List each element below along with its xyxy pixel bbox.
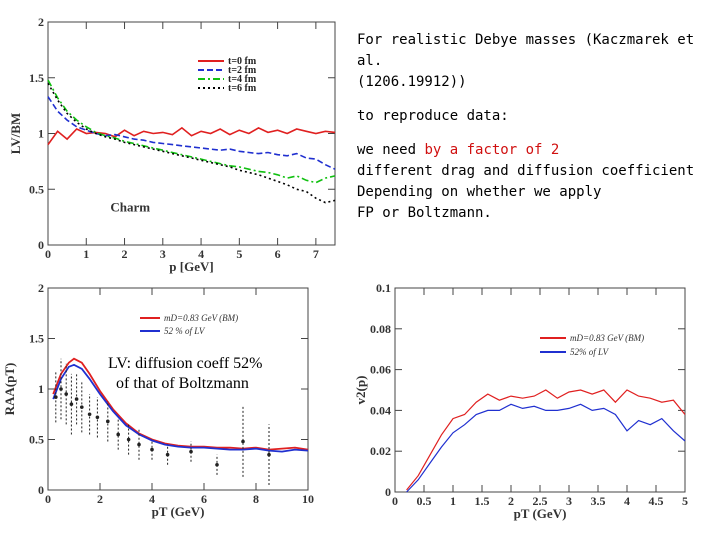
x-tick-label: 3 (566, 494, 572, 508)
y-tick-label: 0.5 (29, 433, 44, 447)
x-tick-label: 0 (45, 247, 51, 261)
data-point (215, 462, 219, 467)
x-tick-label: 4 (149, 492, 155, 506)
data-point (126, 437, 131, 442)
series-line-1 (406, 389, 686, 491)
y-tick-label: 0.02 (370, 444, 391, 458)
data-point (241, 439, 245, 444)
x-tick-label: 4.5 (649, 494, 664, 508)
y-axis-label: RAA(pT) (2, 363, 17, 416)
text-line-1: For realistic Debye masses (Kaczmarek et… (357, 32, 695, 69)
y-tick-label: 1 (38, 127, 44, 141)
slide-text: For realistic Debye masses (Kaczmarek et… (357, 30, 719, 224)
series-line-2 (47, 96, 336, 170)
annotation-note: LV: diffusion coeff 52% of that of Boltz… (108, 354, 318, 394)
text-line-6: Depending on whether we apply (357, 184, 602, 200)
y-tick-label: 0.06 (370, 363, 391, 377)
legend-label-3: t=4 fm (228, 74, 257, 85)
legend-label-1: t=0 fm (228, 56, 257, 67)
text-line-4: we need by a factor of 2 (357, 140, 719, 161)
series-line-4 (47, 82, 336, 204)
x-tick-label: 4 (624, 494, 630, 508)
data-point (87, 412, 92, 417)
series-line-3 (47, 79, 336, 184)
series-line-1 (52, 357, 309, 451)
data-point (165, 452, 170, 457)
x-tick-label: 1 (450, 494, 456, 508)
x-tick-label: 5 (682, 494, 688, 508)
x-tick-label: 2 (97, 492, 103, 506)
x-tick-label: 0.5 (417, 494, 432, 508)
data-point (150, 447, 154, 452)
x-tick-label: 3.5 (591, 494, 606, 508)
legend-label-1: mD=0.83 GeV (BM) (570, 333, 644, 343)
y-tick-label: 0 (385, 485, 391, 499)
data-point (69, 402, 74, 406)
y-tick-label: 0.08 (370, 322, 391, 336)
y-tick-label: 0.5 (29, 182, 44, 196)
y-tick-label: 0.1 (376, 281, 391, 295)
x-axis-label: pT (GeV) (152, 504, 205, 519)
x-tick-label: 6 (275, 247, 281, 261)
legend-label-4: t=6 fm (228, 83, 257, 94)
x-tick-label: 5 (236, 247, 242, 261)
legend-label-2: 52 % of LV (164, 326, 206, 336)
note-line-2: of that of Boltzmann (116, 375, 249, 392)
x-tick-label: 2.5 (533, 494, 548, 508)
x-tick-label: 0 (45, 492, 51, 506)
data-point (95, 415, 100, 420)
text-line-4-start: we need (357, 142, 425, 158)
note-line-1: LV: diffusion coeff 52% (108, 355, 263, 372)
y-tick-label: 0 (38, 483, 44, 497)
data-point (106, 419, 110, 424)
x-tick-label: 6 (201, 492, 207, 506)
text-line-5: different drag and diffusion coefficient (357, 163, 695, 179)
x-axis-label: p [GeV] (169, 259, 213, 274)
highlight-factor: by a factor of 2 (424, 142, 560, 158)
raa-chart: 0 2 4 6 8 10 0 0.5 1 1.5 2 pT (GeV) RAA(pT) mD=0.83 G… (2, 281, 314, 519)
x-tick-label: 10 (302, 492, 314, 506)
x-tick-label: 3 (160, 247, 166, 261)
ratio-chart: 0 1 2 3 4 5 6 7 0 0.5 1 1.5 2 p [GeV] LV/BM t=0 fmt=2 f… (8, 15, 336, 274)
data-point (59, 387, 63, 391)
x-tick-label: 0 (392, 494, 398, 508)
y-tick-label: 1 (38, 382, 44, 396)
x-tick-label: 4 (198, 247, 204, 261)
y-tick-label: 0.04 (370, 403, 391, 417)
x-tick-label: 1 (83, 247, 89, 261)
x-tick-label: 1.5 (475, 494, 490, 508)
data-point (54, 395, 58, 399)
charm-label: Charm (110, 200, 150, 215)
y-axis-label: v2(p) (353, 376, 368, 405)
text-line-7: FP or Boltzmann. (357, 205, 492, 221)
y-tick-label: 1.5 (29, 71, 44, 85)
series-line-2 (52, 363, 309, 453)
legend-label-2: 52% of LV (570, 347, 610, 357)
plot-frame (394, 287, 686, 493)
x-tick-label: 2 (508, 494, 514, 508)
x-tick-label: 2 (122, 247, 128, 261)
y-tick-label: 2 (38, 281, 44, 295)
y-tick-label: 1.5 (29, 332, 44, 346)
series-line-1 (47, 126, 336, 146)
series-line-2 (406, 403, 686, 493)
x-tick-label: 7 (313, 247, 319, 261)
data-point (64, 392, 68, 396)
text-line-2: (1206.19912)) (357, 74, 467, 90)
data-point (267, 452, 271, 457)
y-tick-label: 0 (38, 238, 44, 252)
legend-label-2: t=2 fm (228, 65, 257, 76)
legend-label-1: mD=0.83 GeV (BM) (164, 313, 238, 323)
data-point (137, 442, 141, 447)
text-line-3: to reproduce data: (357, 108, 509, 124)
y-axis-label: LV/BM (8, 113, 23, 154)
y-tick-label: 2 (38, 15, 44, 29)
data-point (189, 449, 193, 454)
data-point (80, 405, 84, 409)
data-point (116, 432, 120, 437)
x-tick-label: 8 (253, 492, 259, 506)
v2-chart: 0 0.5 1 1.5 2 2.5 3 3.5 4 4.5 5 0 0.02 0.04 0.06 0.08 0.… (353, 281, 688, 521)
x-axis-label: pT (GeV) (514, 506, 567, 521)
data-point (74, 397, 79, 401)
